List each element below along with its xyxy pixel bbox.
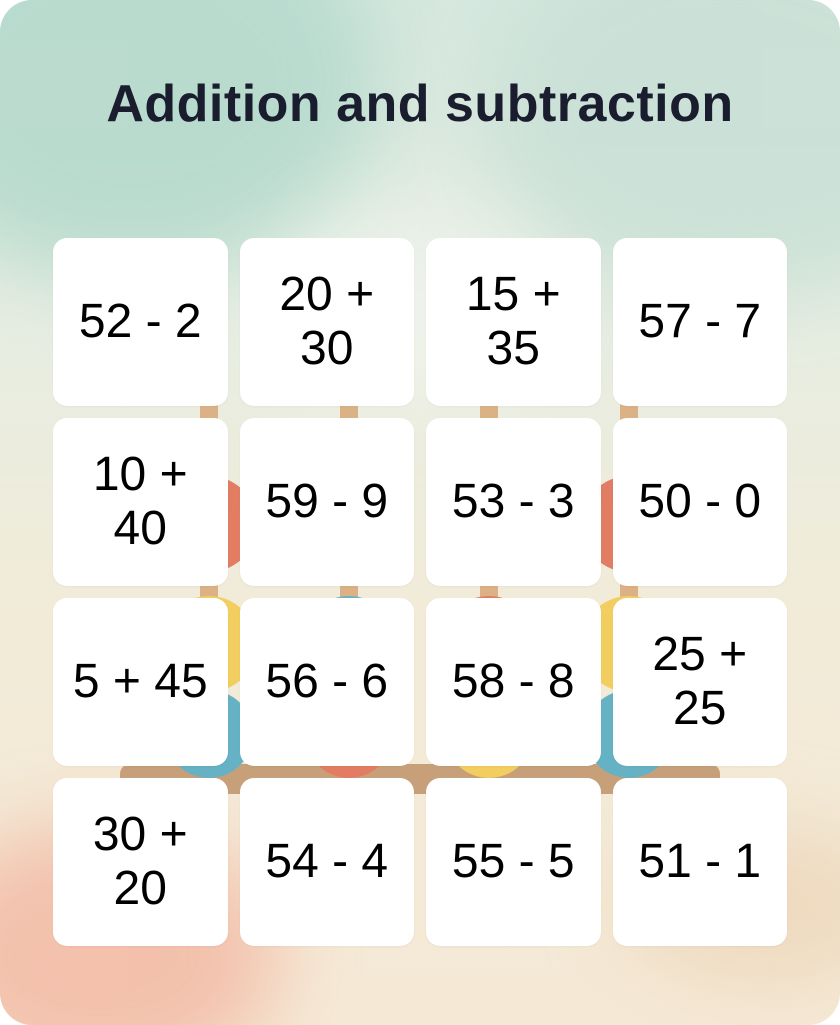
problem-tile[interactable]: 55 - 5 (426, 778, 601, 946)
problem-label: 56 - 6 (265, 655, 388, 709)
problem-tile[interactable]: 15 + 35 (426, 238, 601, 406)
problem-label: 53 - 3 (452, 475, 575, 529)
problem-grid: 52 - 2 20 + 30 15 + 35 57 - 7 10 + 40 59… (53, 238, 787, 946)
problem-tile[interactable]: 20 + 30 (240, 238, 415, 406)
problem-tile[interactable]: 58 - 8 (426, 598, 601, 766)
problem-tile[interactable]: 5 + 45 (53, 598, 228, 766)
problem-tile[interactable]: 50 - 0 (613, 418, 788, 586)
problem-label: 57 - 7 (638, 295, 761, 349)
problem-label: 58 - 8 (452, 655, 575, 709)
page-title: Addition and subtraction (0, 74, 840, 134)
problem-label: 5 + 45 (73, 655, 208, 709)
problem-label: 15 + 35 (440, 268, 587, 376)
problem-tile[interactable]: 52 - 2 (53, 238, 228, 406)
problem-label: 52 - 2 (79, 295, 202, 349)
problem-label: 51 - 1 (638, 835, 761, 889)
problem-label: 20 + 30 (254, 268, 401, 376)
problem-label: 55 - 5 (452, 835, 575, 889)
problem-label: 10 + 40 (67, 448, 214, 556)
problem-label: 50 - 0 (638, 475, 761, 529)
problem-label: 30 + 20 (67, 808, 214, 916)
problem-tile[interactable]: 59 - 9 (240, 418, 415, 586)
problem-tile[interactable]: 54 - 4 (240, 778, 415, 946)
problem-tile[interactable]: 30 + 20 (53, 778, 228, 946)
problem-label: 54 - 4 (265, 835, 388, 889)
problem-tile[interactable]: 57 - 7 (613, 238, 788, 406)
problem-label: 59 - 9 (265, 475, 388, 529)
problem-tile[interactable]: 25 + 25 (613, 598, 788, 766)
problem-tile[interactable]: 53 - 3 (426, 418, 601, 586)
worksheet-card: Addition and subtraction 52 - 2 20 + 30 … (0, 0, 840, 1025)
problem-tile[interactable]: 51 - 1 (613, 778, 788, 946)
problem-label: 25 + 25 (627, 628, 774, 736)
problem-tile[interactable]: 56 - 6 (240, 598, 415, 766)
problem-tile[interactable]: 10 + 40 (53, 418, 228, 586)
